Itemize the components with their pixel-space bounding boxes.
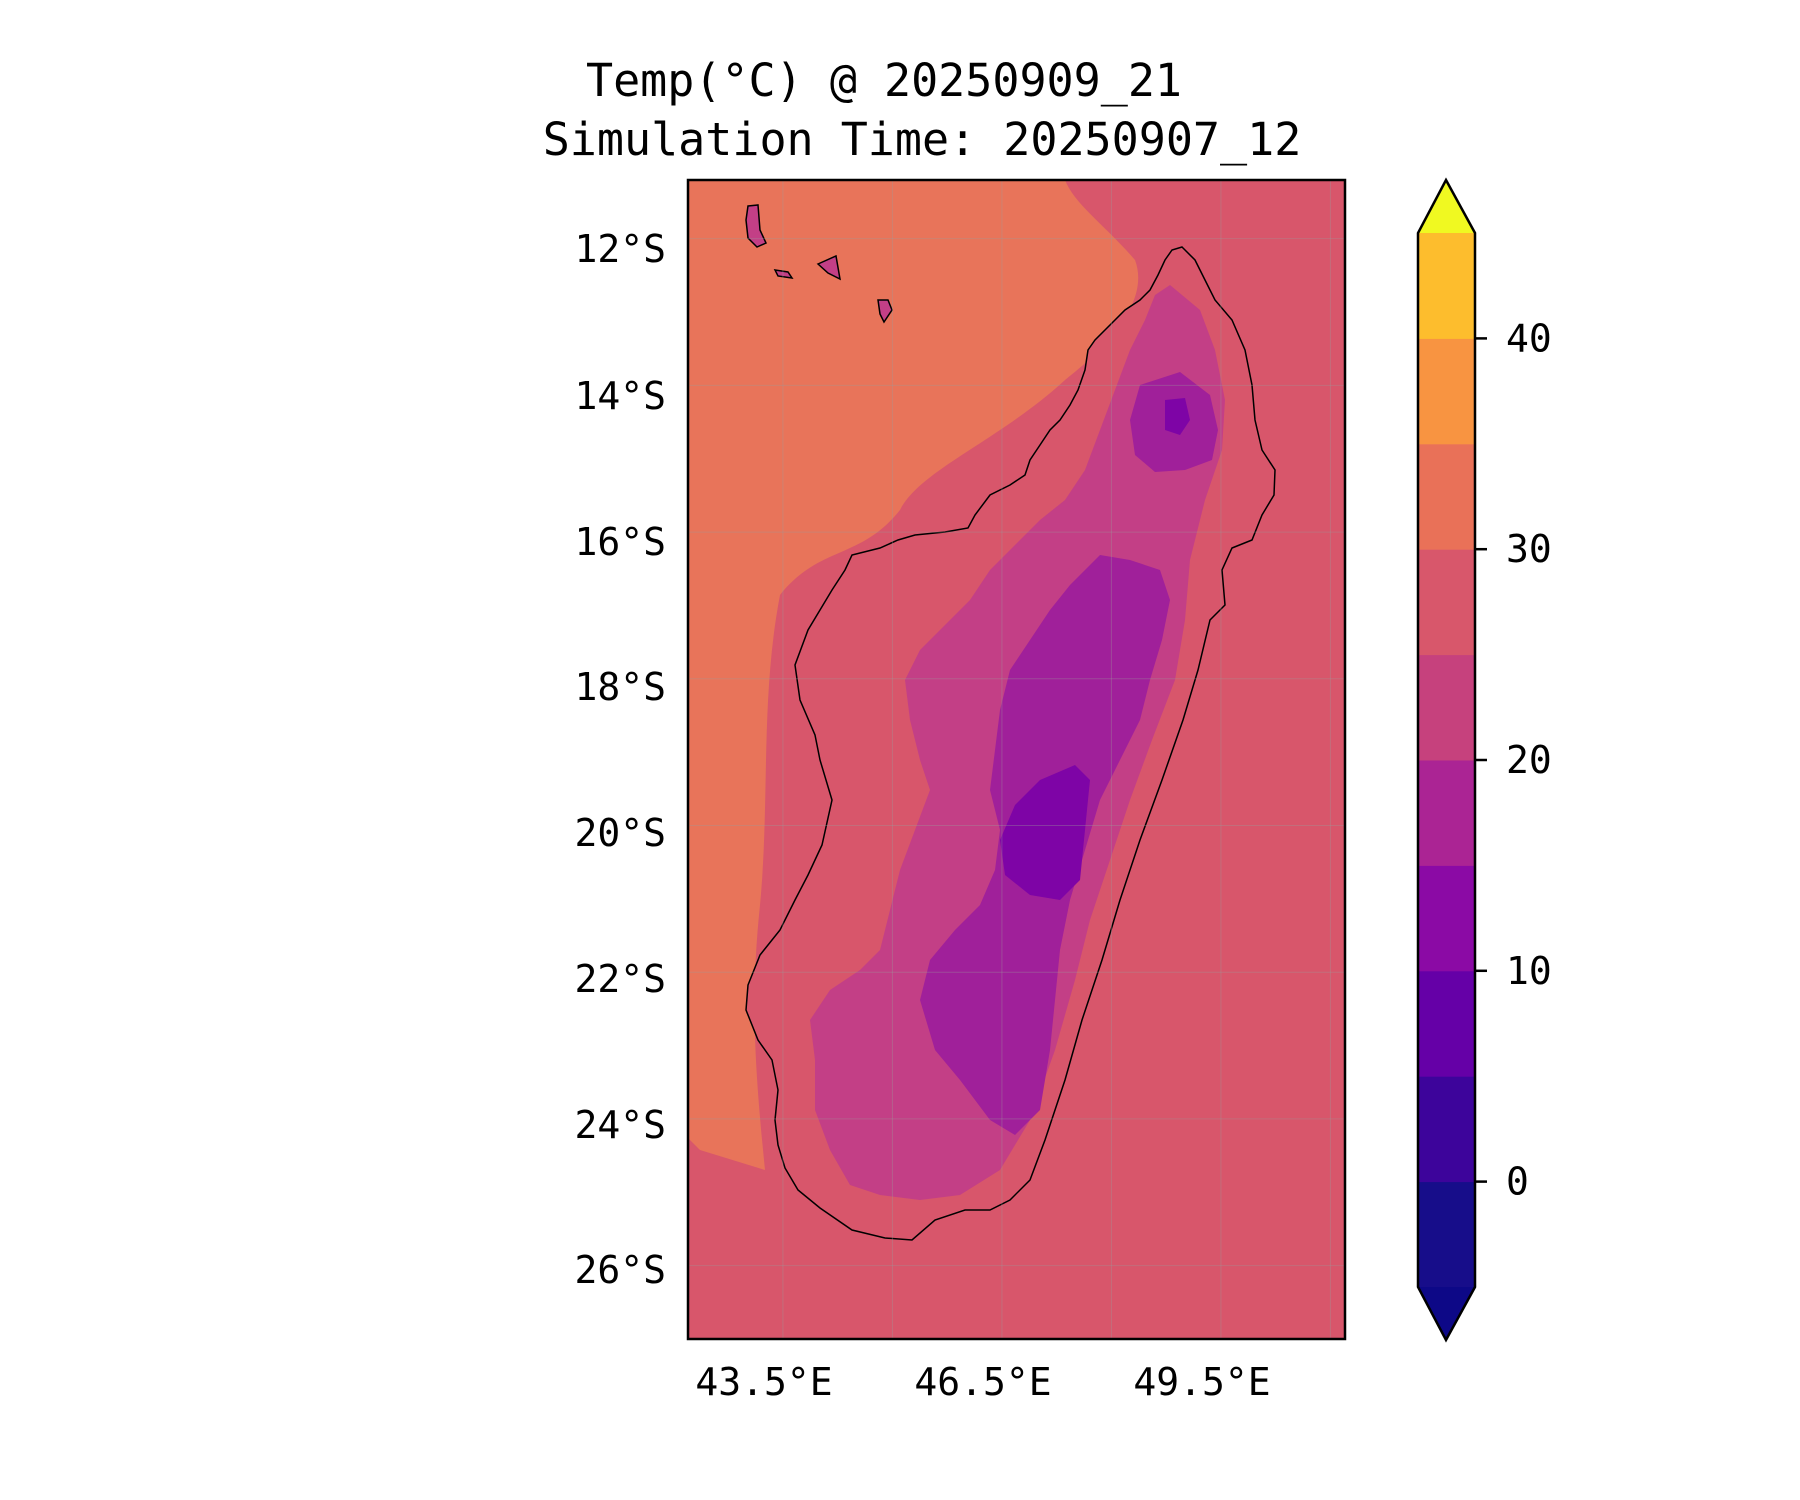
lon-tick-label: 49.5°E <box>1133 1360 1270 1404</box>
ocean-west-warm-region <box>688 180 1139 1170</box>
colorbar-under-arrow <box>1418 1287 1475 1340</box>
highland-5-10-north <box>1165 398 1190 435</box>
colorbar-segment <box>1418 443 1475 550</box>
lat-tick-label: 14°S <box>574 374 666 418</box>
lon-tick-label: 46.5°E <box>914 1360 1051 1404</box>
lat-tick-labels: 12°S 14°S 16°S 18°S 20°S 22°S 24°S 26°S <box>574 227 666 1292</box>
colorbar-tick-label: 40 <box>1506 316 1552 360</box>
colorbar-segment <box>1418 970 1475 1077</box>
colorbar-segment <box>1418 233 1475 339</box>
colorbar-segment <box>1418 760 1475 866</box>
colorbar-tick-label: 0 <box>1506 1160 1529 1204</box>
map-title-line1: Temp(°C) @ 20250909_21 <box>586 54 1182 107</box>
colorbar-segment <box>1418 549 1475 656</box>
lat-tick-label: 18°S <box>574 665 666 709</box>
lat-tick-label: 12°S <box>574 227 666 271</box>
colorbar-outline <box>1416 177 1477 1343</box>
colorbar-segment <box>1418 1181 1475 1288</box>
colorbar-segment <box>1418 338 1475 445</box>
lat-tick-label: 24°S <box>574 1103 666 1147</box>
lat-tick-label: 26°S <box>574 1248 666 1292</box>
map-frame <box>686 178 1347 1341</box>
colorbar-tick-label: 20 <box>1506 738 1552 782</box>
colorbar: 0 10 20 30 40 <box>1416 177 1552 1343</box>
island-anjouan <box>816 254 841 281</box>
colorbar-tick-label: 30 <box>1506 527 1552 571</box>
island-grande-comore <box>745 204 767 248</box>
lon-tick-labels: 43.5°E 46.5°E 49.5°E <box>695 1360 1270 1404</box>
lon-tick-label: 43.5°E <box>695 1360 832 1404</box>
map-gridlines <box>688 180 1345 1339</box>
colorbar-segment <box>1418 654 1475 761</box>
highland-5-10 <box>1000 765 1090 900</box>
map-title-line2: Simulation Time: 20250907_12 <box>543 113 1302 166</box>
colorbar-segment <box>1418 865 1475 972</box>
colorbar-segment <box>1418 1076 1475 1183</box>
lat-tick-label: 22°S <box>574 957 666 1001</box>
lat-tick-label: 16°S <box>574 520 666 564</box>
colorbar-tick-label: 10 <box>1506 949 1552 993</box>
colorbar-over-arrow <box>1418 180 1475 233</box>
map-panel <box>688 180 1345 1339</box>
lat-tick-label: 20°S <box>574 811 666 855</box>
island-moheli <box>773 269 794 279</box>
island-mayotte <box>877 299 893 324</box>
